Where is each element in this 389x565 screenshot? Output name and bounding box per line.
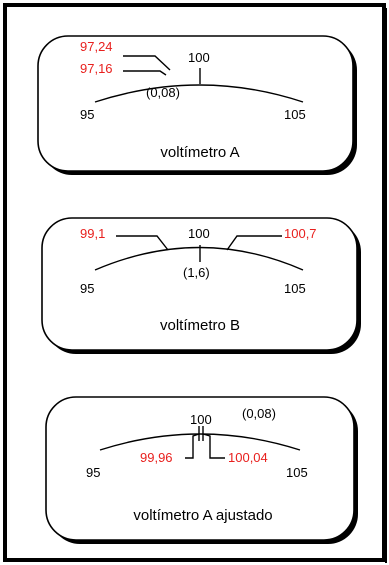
meter-b-scale-max: 105: [284, 281, 306, 296]
meter-a-pointer-2: [123, 70, 167, 76]
meter-b-pointer-1: [116, 235, 169, 251]
meter-a-adjusted-panel: [45, 396, 355, 541]
meter-b-scale-mid: 100: [188, 226, 210, 241]
meter-a-adjusted-reading-1: 99,96: [140, 450, 173, 465]
meter-b: 95 100 105 99,1 100,7 (1,6) voltímetro B: [41, 217, 361, 354]
meter-b-name: voltímetro B: [160, 317, 240, 334]
meter-b-spread: (1,6): [183, 265, 210, 280]
meter-a-adjusted-scale-arc: [99, 433, 301, 451]
meter-b-reading-2: 100,7: [284, 226, 317, 241]
meter-a-scale-mid: 100: [188, 50, 210, 65]
meter-a-scale-max: 105: [284, 107, 306, 122]
meter-b-reading-1: 99,1: [80, 226, 105, 241]
meter-a-adjusted-reading-2: 100,04: [228, 450, 268, 465]
meter-a-pointer-1: [123, 55, 171, 71]
meter-a-adjusted-scale-min: 95: [86, 465, 100, 480]
meter-b-pointer-2: [226, 235, 282, 251]
meter-a-adjusted-spread: (0,08): [242, 406, 276, 421]
meter-a-spread: (0,08): [146, 85, 180, 100]
meter-a-adjusted-scale-max: 105: [286, 465, 308, 480]
meter-a: 95 100 105 97,24 97,16 (0,08) voltímetro…: [37, 35, 357, 175]
meter-a-adjusted-pointer-1: [185, 433, 200, 459]
meter-a-reading-2: 97,16: [80, 61, 113, 76]
meter-a-panel: [37, 35, 354, 172]
meter-a-adjusted-pointer-2: [202, 433, 225, 459]
meter-a-adjusted-scale-mid: 100: [190, 412, 212, 427]
meter-b-panel: [41, 217, 358, 351]
meter-a-scale-min: 95: [80, 107, 94, 122]
meter-b-scale-min: 95: [80, 281, 94, 296]
meter-a-adjusted-name: voltímetro A ajustado: [133, 507, 272, 524]
meter-a-reading-1: 97,24: [80, 39, 113, 54]
meter-a-adjusted: 95 100 105 99,96 100,04 (0,08) voltímetr…: [45, 396, 358, 544]
meter-a-name: voltímetro A: [160, 144, 239, 161]
meter-a-scale-arc: [94, 84, 304, 103]
